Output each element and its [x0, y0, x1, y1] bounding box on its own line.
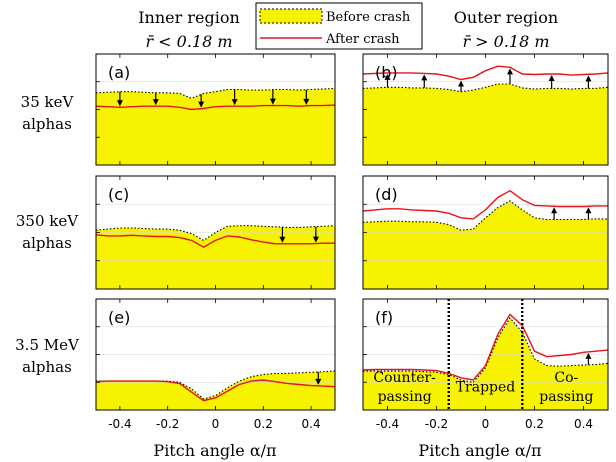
crash-arrow — [279, 227, 286, 243]
crash-arrow — [152, 92, 159, 106]
region-label: Co- — [554, 370, 578, 386]
crash-arrow — [303, 89, 310, 105]
after-crash-line — [362, 65, 609, 81]
x-tick-label: -0.4 — [376, 417, 399, 431]
crash-arrow — [551, 207, 558, 220]
crash-arrow — [198, 94, 205, 108]
crash-arrow — [116, 91, 123, 107]
crash-arrow — [269, 89, 276, 105]
legend: Before crash After crash — [255, 2, 423, 50]
x-tick-label: 0.4 — [574, 417, 593, 431]
x-tick-label: -0.2 — [425, 417, 448, 431]
region-label: Trapped — [456, 380, 516, 396]
before-crash-line — [362, 200, 608, 231]
before-crash-line — [362, 83, 609, 93]
panel-label: (e) — [108, 308, 130, 327]
crash-arrow — [312, 226, 319, 243]
outer-region-title: Outer region — [454, 8, 558, 27]
crash-arrow — [585, 207, 592, 220]
before-crash-area — [96, 88, 335, 165]
x-tick-label: 0.4 — [302, 417, 321, 431]
row-label-species-3-5mev: alphas — [22, 358, 72, 376]
region-label: passing — [539, 389, 593, 405]
region-label: passing — [378, 389, 432, 405]
before-crash-area — [96, 371, 335, 410]
panel-b: (b) — [362, 53, 609, 166]
before-crash-line — [95, 225, 336, 242]
crash-arrow — [585, 75, 592, 89]
legend-before-label: Before crash — [326, 10, 411, 25]
inner-region-title: Inner region — [138, 8, 240, 27]
x-axis-label-left: Pitch angle α/π — [153, 441, 276, 460]
crash-arrow — [548, 74, 555, 89]
before-crash-area — [363, 200, 608, 289]
before-crash-line — [363, 316, 609, 383]
panel-label: (c) — [108, 185, 129, 204]
panel-f: Counter-passing Trapped Co-passing (f) -0.4 -… — [362, 298, 609, 431]
row-label-energy-3-5mev: 3.5 MeV — [15, 336, 80, 354]
region-label: Counter- — [373, 370, 436, 386]
row-label-energy-350kev: 350 keV — [16, 212, 79, 230]
x-tick-label: 0 — [482, 417, 490, 431]
after-crash-line — [95, 379, 336, 402]
row-label-species-350kev: alphas — [22, 234, 72, 252]
panel-label: (d) — [375, 185, 398, 204]
panel-label: (a) — [108, 63, 130, 82]
x-tick-label: 0.2 — [525, 417, 544, 431]
panel-label: (f) — [375, 308, 393, 327]
legend-before-swatch — [259, 8, 323, 24]
crash-arrow — [384, 73, 391, 88]
row-label-species-35kev: alphas — [22, 115, 72, 133]
crash-arrow — [231, 89, 238, 106]
legend-after-label: After crash — [325, 32, 400, 47]
after-crash-line — [362, 189, 608, 220]
x-tick-label: 0 — [212, 417, 220, 431]
x-tick-label: -0.4 — [108, 417, 131, 431]
after-crash-line — [95, 234, 335, 249]
x-tick-label: 0.2 — [254, 417, 273, 431]
before-crash-area — [363, 84, 608, 165]
before-crash-area — [96, 225, 335, 289]
crash-arrow — [421, 74, 428, 88]
panel-d: (d) — [362, 175, 609, 290]
crash-arrow — [458, 80, 464, 92]
crash-arrow — [315, 371, 322, 385]
row-label-energy-35kev: 35 keV — [21, 93, 75, 111]
x-tick-label: -0.2 — [156, 417, 179, 431]
after-crash-line — [362, 313, 609, 381]
x-axis-label-right: Pitch angle α/π — [418, 441, 541, 460]
before-crash-line — [95, 87, 336, 99]
outer-region-condition: r̄ > 0.18 m — [462, 32, 549, 51]
panel-c: (c) — [95, 175, 336, 290]
crash-arrow — [585, 352, 592, 365]
panel-e: (e) -0.4 -0.2 0 0.2 0.4 — [95, 298, 336, 431]
after-crash-line — [95, 104, 336, 111]
before-crash-area — [363, 317, 608, 410]
crash-arrow — [507, 68, 513, 84]
panel-a: (a) — [95, 53, 336, 166]
panel-label: (b) — [375, 63, 398, 82]
inner-region-condition: r̄ < 0.18 m — [145, 32, 232, 51]
